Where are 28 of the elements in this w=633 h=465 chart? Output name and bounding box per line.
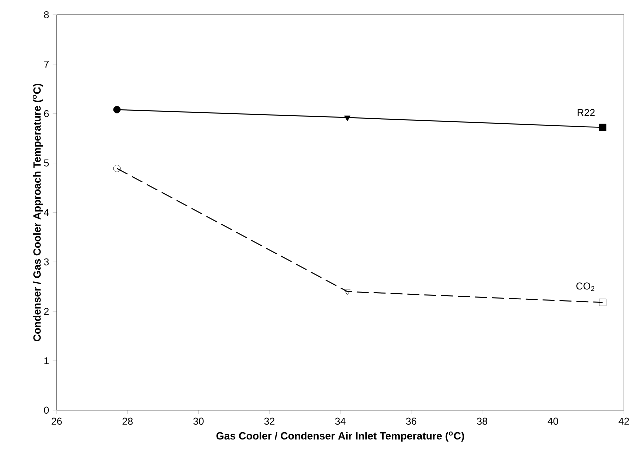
x-tick-label: 42 [618,418,630,425]
series-label: CO$_{2}$ [576,282,595,292]
point [599,124,607,132]
x-tick-label: 36 [406,418,417,425]
x-tick-label: 40 [548,418,558,425]
x-tick-label: 34 [335,418,346,425]
y-tick-label: 4 [44,209,50,216]
y-tick-label: 6 [44,110,50,118]
point [344,116,351,122]
point [114,164,121,172]
y-tick-label: 1 [44,357,49,364]
point [344,290,351,296]
y-tick-label: 5 [44,160,50,167]
x-tick-label: 32 [264,418,275,425]
x-tick-label: 30 [194,418,204,425]
y-tick-label: 2 [44,308,49,315]
y-tick-label: 7 [44,60,49,68]
y-tick-label: 0 [44,406,50,414]
point [114,106,121,114]
x-tick-label: 38 [477,418,488,425]
y-tick-label: 3 [44,258,50,266]
point [599,298,607,306]
y-axis-title: Condenser / Gas Cooler Approach Temperature ($^{o}$C) [32,84,44,342]
y-tick-label: 8 [44,11,50,18]
x-tick-label: 26 [52,418,62,425]
series-label: R22 [578,109,595,116]
x-tick-label: 28 [122,418,133,425]
x-axis-title: Gas Cooler / Condenser Air Inlet Temperature ($^{o}$C) [216,432,464,442]
